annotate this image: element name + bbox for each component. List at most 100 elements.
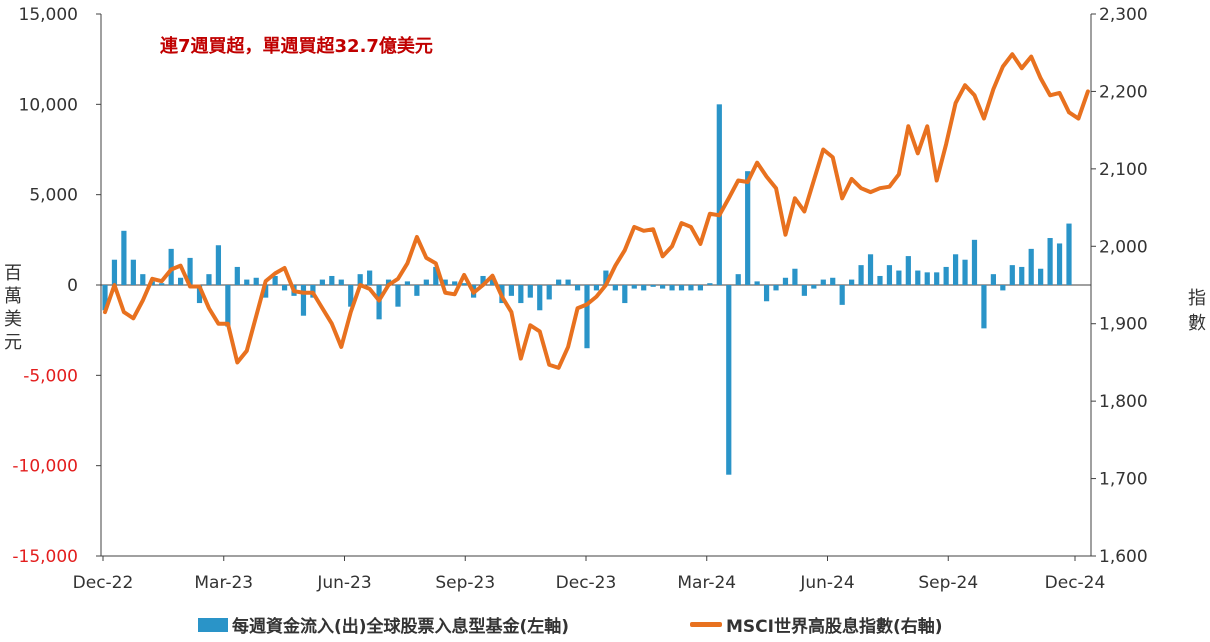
left-tick-label: -15,000 [12, 547, 78, 567]
legend-item-flows: 每週資金流入(出)全球股票入息型基金(左軸) [198, 612, 569, 637]
bar [102, 285, 108, 311]
left-axis-title-char: 元 [4, 332, 22, 353]
legend-label-flows: 每週資金流入(出)全球股票入息型基金(左軸) [232, 617, 570, 637]
bar [858, 265, 864, 285]
bar [792, 268, 798, 285]
bar [300, 285, 307, 316]
bar [971, 239, 978, 285]
bar [830, 277, 836, 285]
bar [518, 285, 524, 304]
bar [527, 285, 533, 298]
left-tick-label: -5,000 [23, 366, 78, 386]
bar [745, 171, 751, 285]
right-tick-label: 1,600 [1099, 547, 1148, 567]
bar [461, 283, 467, 285]
bar [584, 285, 590, 349]
bar [593, 285, 600, 291]
bar [1028, 248, 1034, 285]
bar [574, 285, 581, 291]
bar [395, 285, 401, 307]
bar [565, 279, 571, 285]
bar [886, 265, 893, 285]
bar [452, 281, 458, 285]
axes: 15,000 10,000 5,000 0 -5,000 -10,000 -15,000 2,… [4, 5, 1206, 593]
bar [281, 285, 288, 291]
bar [867, 254, 874, 285]
bar [225, 285, 231, 327]
bar [603, 270, 609, 285]
bar [660, 285, 666, 289]
bar [546, 285, 552, 300]
bar [924, 272, 930, 285]
bar [556, 279, 562, 285]
bar [1009, 265, 1015, 285]
bar [508, 285, 514, 296]
bar [1000, 285, 1006, 291]
bar [385, 279, 392, 285]
left-axis-title-char: 美 [4, 309, 22, 330]
right-axis-title-char: 數 [1188, 313, 1206, 334]
bar [773, 285, 779, 291]
legend-swatch-line [690, 622, 722, 627]
bar-series [102, 104, 1072, 475]
bar [1056, 243, 1063, 285]
bar [159, 283, 165, 285]
x-tick-label: Dec-24 [1045, 573, 1106, 593]
bar [811, 285, 817, 289]
bar [650, 285, 656, 287]
left-tick-label: 10,000 [19, 95, 78, 115]
legend: 每週資金流入(出)全球股票入息型基金(左軸) MSCI世界高股息指數(右軸) [0, 612, 1210, 640]
bar [357, 274, 363, 285]
legend-label-index: MSCI世界高股息指數(右軸) [726, 617, 943, 637]
bar [641, 285, 647, 291]
bar [433, 266, 439, 285]
bar [187, 257, 193, 285]
right-tick-label: 1,700 [1099, 470, 1148, 490]
bar [896, 270, 902, 285]
left-tick-label: 15,000 [19, 5, 78, 25]
right-tick-label: 2,000 [1099, 237, 1148, 257]
left-axis-title-char: 萬 [4, 286, 22, 307]
bar [263, 285, 269, 298]
bar [1047, 238, 1053, 285]
bar [272, 275, 278, 285]
bar [244, 279, 250, 285]
bar [329, 275, 335, 285]
right-tick-label: 1,800 [1099, 392, 1148, 412]
bar [990, 274, 996, 285]
bar [140, 274, 146, 285]
legend-item-index: MSCI世界高股息指數(右軸) [690, 612, 943, 637]
left-tick-label: -10,000 [12, 457, 78, 477]
bar [754, 281, 760, 285]
bar [669, 285, 675, 291]
right-tick-label: 2,200 [1099, 82, 1148, 102]
bar [348, 285, 354, 307]
bar [111, 259, 118, 285]
bar [952, 254, 959, 285]
bar [1066, 223, 1072, 285]
bar [801, 285, 807, 296]
bar [178, 277, 184, 285]
bar [196, 285, 203, 304]
left-tick-label: 5,000 [29, 186, 78, 206]
x-tick-label: Jun-23 [316, 573, 371, 593]
bar [782, 277, 789, 285]
bar [943, 266, 949, 285]
bar [820, 279, 826, 285]
bar [168, 248, 174, 285]
x-tick-label: Dec-23 [556, 573, 617, 593]
bar [763, 285, 770, 302]
bar [839, 285, 845, 305]
bar [234, 266, 240, 285]
right-tick-label: 2,100 [1099, 160, 1148, 180]
legend-swatch-bar [198, 617, 228, 632]
bar [981, 285, 987, 329]
chart: 15,000 10,000 5,000 0 -5,000 -10,000 -15,000 2,… [4, 5, 1206, 593]
bar [537, 285, 543, 311]
bar [253, 277, 259, 285]
bar [631, 285, 637, 289]
bar [480, 275, 486, 285]
chart-annotation: 連7週買超，單週買超32.7億美元 [160, 35, 433, 57]
right-axis-title-char: 指 [1188, 288, 1206, 309]
right-tick-label: 1,900 [1099, 315, 1148, 335]
